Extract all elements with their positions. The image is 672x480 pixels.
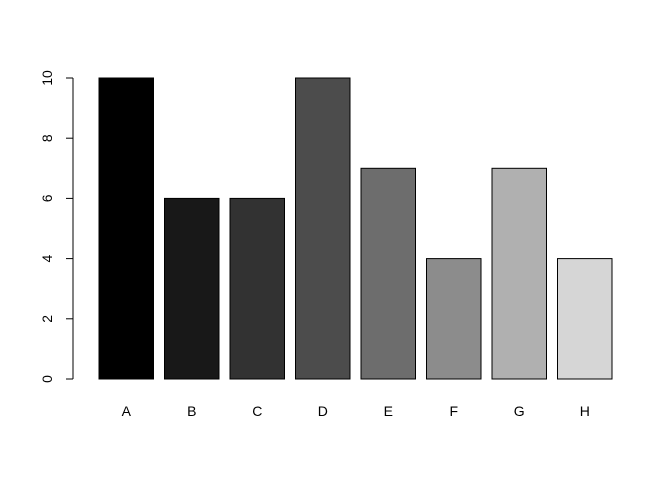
bar-B bbox=[164, 197, 220, 380]
x-category-label: B bbox=[187, 403, 196, 419]
y-axis: 0 2 4 6 8 10 bbox=[39, 70, 74, 383]
y-tick-label: 2 bbox=[39, 315, 55, 323]
y-tick-label: 0 bbox=[39, 375, 55, 383]
bar-E bbox=[360, 167, 416, 380]
x-category-label: G bbox=[514, 403, 525, 419]
x-category-label: D bbox=[318, 403, 328, 419]
y-tick-label: 8 bbox=[39, 134, 55, 142]
x-category-label: F bbox=[449, 403, 458, 419]
x-category-label: H bbox=[580, 403, 590, 419]
bar-D bbox=[295, 77, 351, 380]
y-tick-label: 6 bbox=[39, 194, 55, 202]
bar-F bbox=[426, 258, 482, 380]
x-axis-labels: A B C D E F G H bbox=[122, 403, 590, 419]
y-tick-label: 10 bbox=[39, 70, 55, 86]
bar-A bbox=[98, 77, 154, 380]
x-category-label: C bbox=[252, 403, 262, 419]
bar-G bbox=[491, 167, 547, 380]
bar-C bbox=[229, 197, 285, 380]
bar-H bbox=[557, 258, 613, 380]
x-category-label: E bbox=[384, 403, 393, 419]
y-tick-label: 4 bbox=[39, 254, 55, 262]
x-category-label: A bbox=[122, 403, 132, 419]
bars bbox=[98, 77, 613, 380]
